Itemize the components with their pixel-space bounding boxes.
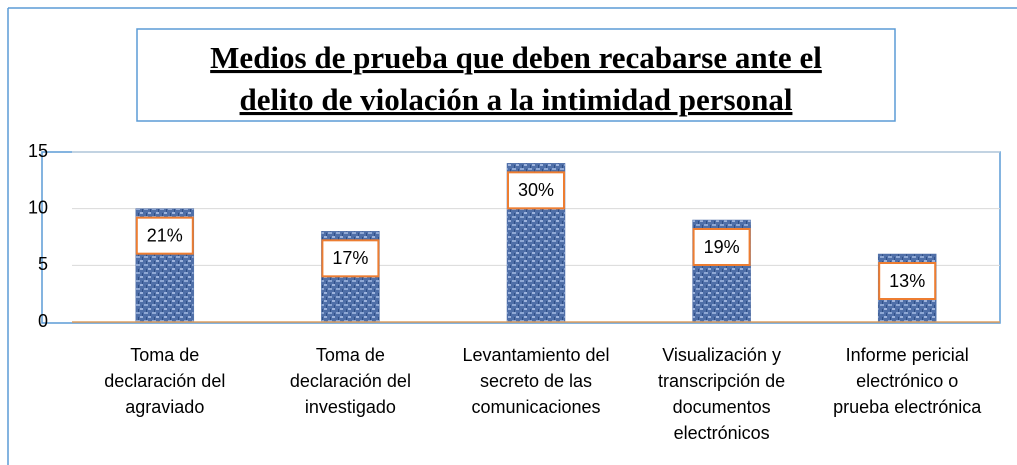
data-label: 30% — [518, 180, 554, 200]
data-label: 13% — [889, 271, 925, 291]
data-label: 21% — [147, 225, 183, 245]
data-label-box — [321, 239, 380, 278]
y-tick-label: 15 — [28, 141, 48, 161]
x-tick-label: Toma de declaración del agraviado — [104, 345, 225, 417]
data-label-box — [692, 228, 751, 266]
data-label-box — [135, 216, 194, 255]
data-label-box — [878, 262, 937, 300]
x-tick-label: Levantamiento del secreto de las comunicac… — [462, 345, 609, 417]
data-label: 19% — [704, 237, 740, 257]
data-label-box — [507, 171, 565, 210]
data-label: 17% — [332, 248, 368, 268]
title-box — [136, 28, 896, 122]
chart-title: Medios de prueba que deben recabarse ant… — [210, 40, 822, 117]
y-tick-label: 10 — [28, 197, 48, 217]
x-tick-label: Visualización y transcripción de documento… — [658, 345, 785, 443]
y-tick-label: 0 — [38, 311, 48, 331]
x-tick-label: Informe pericial electrónico o prueba elec… — [833, 345, 982, 417]
x-tick-label: Toma de declaración del investigado — [290, 345, 411, 417]
y-tick-label: 5 — [38, 254, 48, 274]
